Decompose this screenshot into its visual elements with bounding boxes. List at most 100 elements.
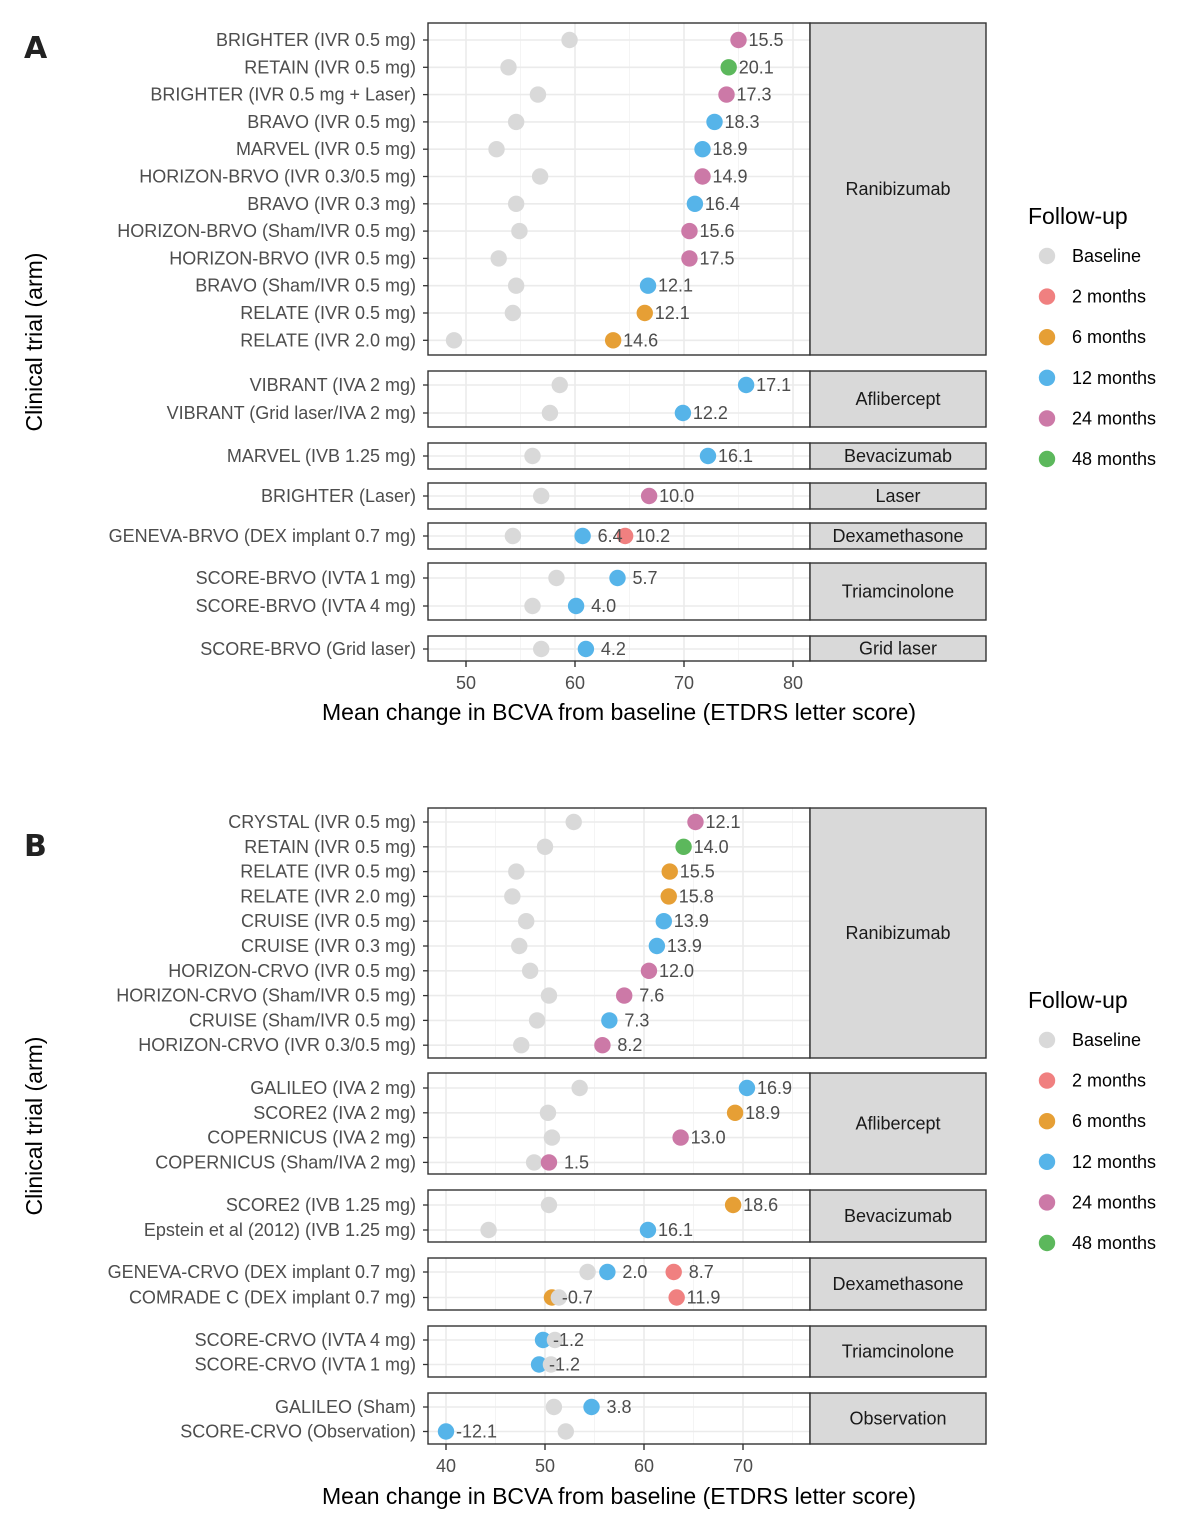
followup-dot bbox=[675, 838, 692, 855]
baseline-dot bbox=[561, 31, 578, 49]
arm-label: SCORE2 (IVB 1.25 mg) bbox=[226, 1195, 416, 1215]
legend-label: 6 months bbox=[1072, 1111, 1146, 1131]
data-row: BRAVO (IVR 0.5 mg) 18.3 bbox=[247, 112, 810, 132]
data-row: CRUISE (Sham/IVR 0.5 mg) 7.3 bbox=[189, 1010, 810, 1030]
baseline-dot bbox=[536, 838, 554, 855]
arm-label: SCORE-CRVO (Observation) bbox=[180, 1422, 416, 1442]
followup-dot bbox=[730, 31, 747, 49]
followup-dot bbox=[674, 404, 692, 422]
legend-key-dot bbox=[1038, 369, 1056, 386]
facet-strip bbox=[809, 442, 987, 470]
arm-label: SCORE-BRVO (IVTA 4 mg) bbox=[196, 596, 416, 616]
baseline-dot bbox=[500, 59, 517, 76]
baseline-dot bbox=[546, 1331, 564, 1349]
baseline-dot bbox=[529, 86, 547, 103]
baseline-dot bbox=[557, 1423, 574, 1440]
y-axis-title: Clinical trial (arm) bbox=[21, 253, 47, 432]
value-label: 10.0 bbox=[659, 486, 694, 506]
facet-strip bbox=[809, 22, 987, 356]
baseline-dot bbox=[531, 168, 549, 185]
data-row: RELATE (IVR 0.5 mg) 15.5 bbox=[240, 862, 810, 882]
legend-key-dot bbox=[1038, 1194, 1056, 1211]
data-row: HORIZON-CRVO (Sham/IVR 0.5 mg) 7.6 bbox=[116, 986, 810, 1006]
followup-dot bbox=[655, 913, 672, 930]
facet-bevacizumab: SCORE2 (IVB 1.25 mg) 18.6 Epstein et al (2… bbox=[144, 1189, 987, 1243]
followup-dot bbox=[720, 59, 737, 76]
followup-dot bbox=[724, 1196, 742, 1214]
facet-strip-label: Grid laser bbox=[859, 639, 937, 659]
value-label: 12.0 bbox=[659, 961, 694, 981]
facet-observation: GALILEO (Sham) 3.8 SCORE-CRVO (Observation… bbox=[180, 1392, 987, 1445]
facet-strip bbox=[809, 522, 987, 550]
data-row: BRAVO (IVR 0.3 mg) 16.4 bbox=[247, 194, 810, 214]
data-row: HORIZON-CRVO (IVR 0.5 mg) 12.0 bbox=[168, 961, 810, 981]
x-tick-label: 40 bbox=[436, 1456, 456, 1476]
baseline-dot bbox=[488, 141, 505, 158]
data-row: CRUISE (IVR 0.3 mg) 13.9 bbox=[241, 936, 810, 956]
x-axis-title: Mean change in BCVA from baseline (ETDRS… bbox=[322, 699, 916, 725]
arm-label: GALILEO (IVA 2 mg) bbox=[250, 1078, 416, 1098]
facet-laser: BRIGHTER (Laser) 10.0 Laser bbox=[261, 482, 987, 510]
legend-label: Baseline bbox=[1072, 1030, 1141, 1050]
baseline-dot bbox=[511, 222, 528, 240]
value-label: 16.9 bbox=[757, 1078, 792, 1098]
facet-strip bbox=[809, 1392, 987, 1445]
y-axis-title: Clinical trial (arm) bbox=[21, 1037, 47, 1216]
value-label: 17.5 bbox=[699, 248, 734, 268]
arm-label: VIBRANT (Grid laser/IVA 2 mg) bbox=[167, 403, 416, 423]
data-row: GENEVA-BRVO (DEX implant 0.7 mg) 6.4 10.2 bbox=[109, 526, 810, 546]
baseline-dot bbox=[542, 1356, 560, 1373]
value-label: 14.6 bbox=[623, 330, 658, 350]
baseline-dot bbox=[525, 1154, 543, 1171]
arm-label: RETAIN (IVR 0.5 mg) bbox=[244, 57, 416, 77]
data-row: SCORE-BRVO (Grid laser) 4.2 bbox=[200, 639, 810, 659]
baseline-dot bbox=[551, 376, 568, 394]
baseline-dot bbox=[550, 1289, 568, 1306]
x-tick-label: 50 bbox=[456, 673, 476, 693]
baseline-dot bbox=[504, 527, 522, 545]
legend-item: 12 months bbox=[1038, 1152, 1156, 1172]
facet-aflibercept: VIBRANT (IVA 2 mg) 17.1 VIBRANT (Grid lase… bbox=[167, 370, 987, 428]
baseline-dot bbox=[541, 404, 559, 422]
followup-dot bbox=[639, 1221, 657, 1239]
legend-key-dot bbox=[1038, 1072, 1056, 1089]
data-row: BRIGHTER (IVR 0.5 mg) 15.5 bbox=[216, 30, 810, 50]
baseline-dot bbox=[540, 987, 558, 1004]
baseline-dot bbox=[507, 277, 525, 294]
baseline-dot bbox=[511, 937, 528, 955]
facet-strip-label: Laser bbox=[875, 486, 920, 506]
value-label: 8.7 bbox=[689, 1262, 714, 1282]
x-tick-label: 60 bbox=[634, 1456, 654, 1476]
arm-label: Epstein et al (2012) (IVB 1.25 mg) bbox=[144, 1220, 416, 1240]
legend-key-dot bbox=[1038, 1031, 1056, 1049]
value-label: 13.0 bbox=[691, 1128, 726, 1148]
facet-strip bbox=[809, 807, 987, 1059]
value-label: 4.0 bbox=[591, 596, 616, 616]
arm-label: RETAIN (IVR 0.5 mg) bbox=[244, 837, 416, 857]
arm-label: SCORE-CRVO (IVTA 4 mg) bbox=[195, 1330, 416, 1350]
x-tick-label: 60 bbox=[565, 673, 585, 693]
legend-label: 48 months bbox=[1072, 1233, 1156, 1253]
followup-dot bbox=[687, 813, 704, 831]
facet-strip-label: Observation bbox=[849, 1409, 946, 1429]
arm-label: RELATE (IVR 2.0 mg) bbox=[240, 330, 416, 350]
data-row: RELATE (IVR 0.5 mg) 12.1 bbox=[240, 303, 810, 323]
arm-label: BRIGHTER (Laser) bbox=[261, 486, 416, 506]
legend-item: 48 months bbox=[1038, 1233, 1156, 1253]
value-label: 15.6 bbox=[699, 221, 734, 241]
data-row: BRIGHTER (Laser) 10.0 bbox=[261, 486, 810, 506]
facet-strip bbox=[809, 1189, 987, 1243]
facet-aflibercept: GALILEO (IVA 2 mg) 16.9 SCORE2 (IVA 2 mg) 1… bbox=[155, 1072, 987, 1175]
legend-item: 2 months bbox=[1038, 1071, 1146, 1091]
baseline-dot bbox=[528, 1012, 546, 1029]
data-row: SCORE-BRVO (IVTA 4 mg) 4.0 bbox=[196, 596, 810, 616]
baseline-dot bbox=[548, 569, 565, 587]
legend-item: 6 months bbox=[1038, 327, 1146, 347]
value-label: 13.9 bbox=[667, 936, 702, 956]
data-row: RETAIN (IVR 0.5 mg) 14.0 bbox=[244, 837, 810, 857]
facet-strip-label: Aflibercept bbox=[855, 1114, 940, 1134]
facet-strip-label: Bevacizumab bbox=[844, 1206, 952, 1226]
value-label: 12.1 bbox=[655, 303, 690, 323]
legend-key-dot bbox=[1038, 247, 1056, 265]
arm-label: RELATE (IVR 0.5 mg) bbox=[240, 862, 416, 882]
